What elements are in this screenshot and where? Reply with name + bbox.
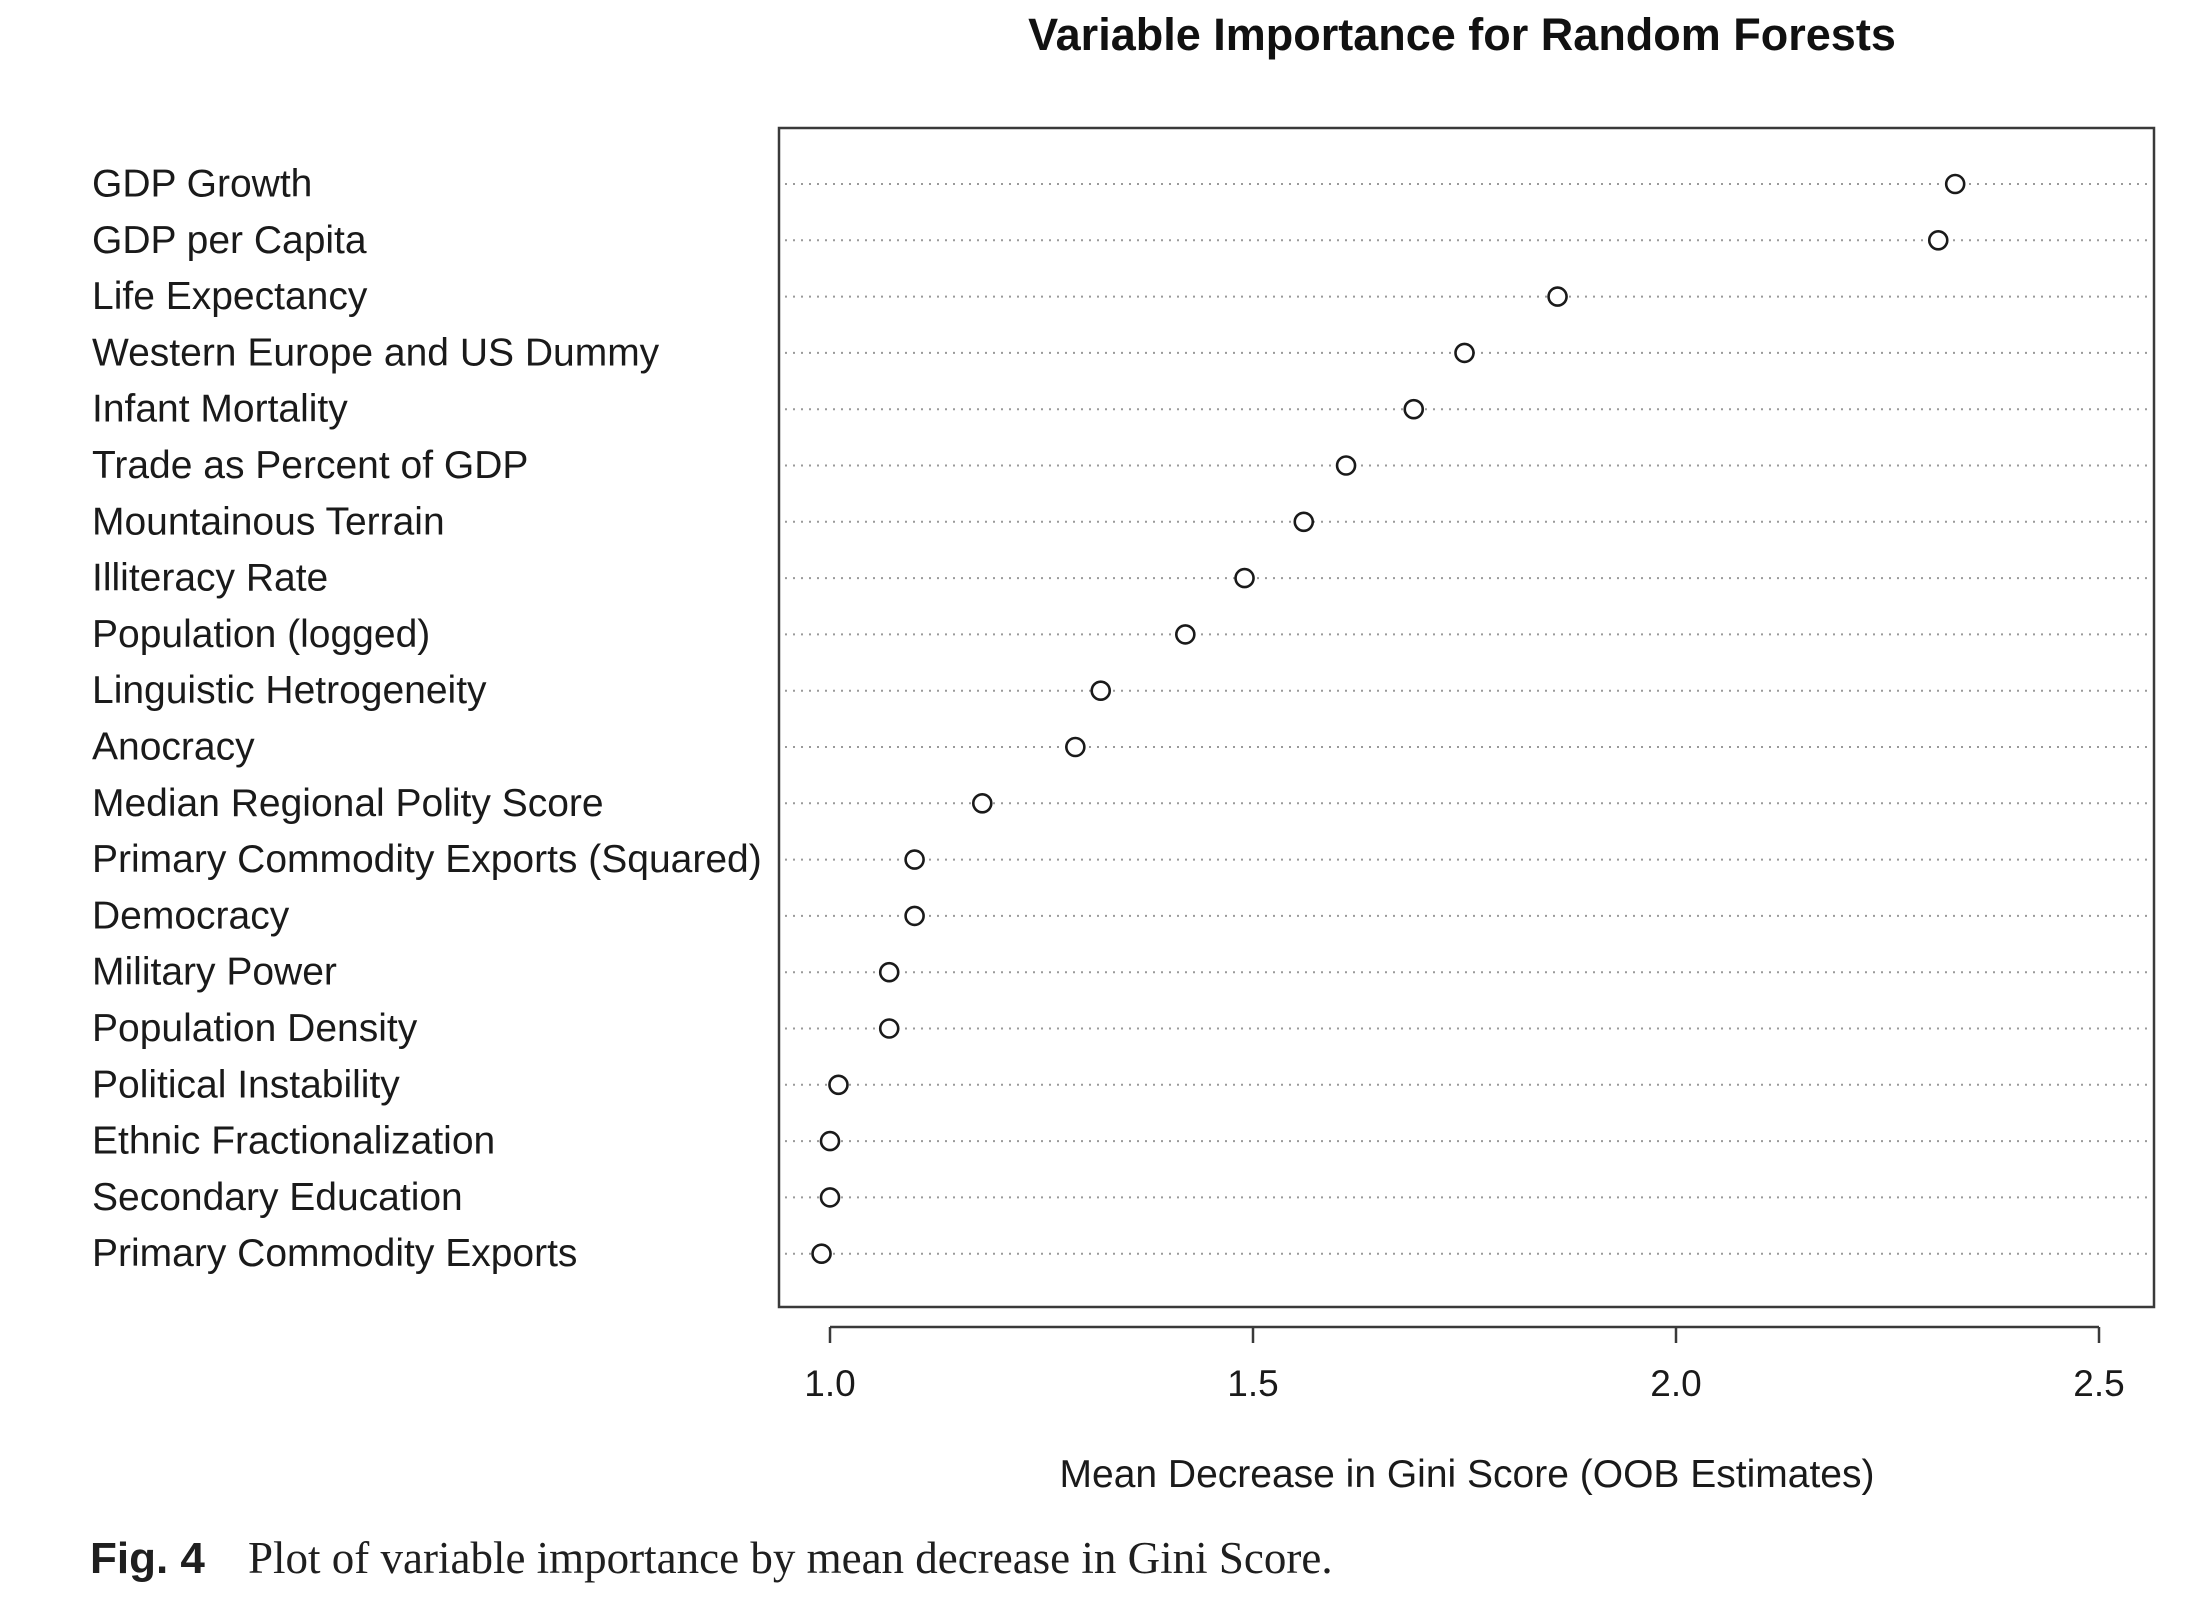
category-label: GDP Growth (92, 163, 312, 206)
x-tick-label: 2.0 (1650, 1363, 1701, 1404)
data-point (878, 1018, 900, 1039)
data-point (1065, 736, 1086, 758)
data-point (811, 1243, 832, 1264)
x-axis: 1.0 1.5 2.0 2.5 (804, 1325, 2125, 1404)
category-labels: GDP Growth GDP per Capita Life Expectancy W… (92, 163, 762, 1276)
data-point (904, 905, 925, 927)
data-point (819, 1187, 841, 1208)
category-label: Linguistic Hetrogeneity (92, 669, 487, 712)
category-label: Median Regional Polity Score (92, 782, 604, 825)
x-tick-label: 1.0 (804, 1363, 855, 1404)
category-label: Anocracy (92, 726, 255, 769)
category-label: Political Instability (92, 1063, 400, 1106)
category-label: Democracy (92, 894, 290, 937)
category-label: Military Power (92, 951, 337, 994)
category-label: Ethnic Fractionalization (92, 1120, 495, 1163)
data-point (1547, 286, 1568, 307)
caption-text: Plot of variable importance by mean decr… (248, 1533, 1333, 1583)
category-label: Secondary Education (92, 1176, 463, 1219)
caption-prefix: Fig. 4 (90, 1534, 205, 1583)
data-points (811, 173, 1966, 1264)
data-point (828, 1074, 849, 1096)
category-label: Mountainous Terrain (92, 500, 445, 543)
category-label: GDP per Capita (92, 219, 367, 262)
data-point (1944, 173, 1966, 195)
data-point (1175, 624, 1196, 645)
data-point (1454, 342, 1475, 364)
x-axis-label: Mean Decrease in Gini Score (OOB Estimat… (1060, 1453, 1875, 1496)
category-label: Life Expectancy (92, 275, 368, 318)
x-tick-label: 2.5 (2073, 1363, 2124, 1404)
plot-frame (777, 126, 2156, 1309)
category-label: Primary Commodity Exports (Squared) (92, 838, 762, 881)
data-point (971, 792, 993, 814)
category-label: Primary Commodity Exports (92, 1232, 577, 1275)
data-point (904, 849, 925, 870)
category-label: Trade as Percent of GDP (92, 444, 528, 487)
category-label: Western Europe and US Dummy (92, 331, 660, 374)
chart-title: Variable Importance for Random Forests (1028, 9, 1896, 60)
data-point (1927, 230, 1949, 251)
data-point (878, 961, 900, 983)
category-label: Illiteracy Rate (92, 557, 328, 600)
x-tick-label: 1.5 (1227, 1363, 1278, 1404)
category-label: Infant Mortality (92, 388, 348, 431)
data-point (1234, 567, 1255, 589)
category-label: Population Density (92, 1007, 418, 1050)
category-label: Population (logged) (92, 613, 430, 656)
data-point (1293, 511, 1315, 533)
data-point (1403, 398, 1425, 420)
figure-caption: Fig. 4 Plot of variable importance by me… (90, 1533, 1333, 1583)
data-point (1090, 680, 1112, 702)
grid-lines (785, 183, 2150, 1255)
data-point (819, 1130, 841, 1152)
data-point (1335, 455, 1357, 476)
